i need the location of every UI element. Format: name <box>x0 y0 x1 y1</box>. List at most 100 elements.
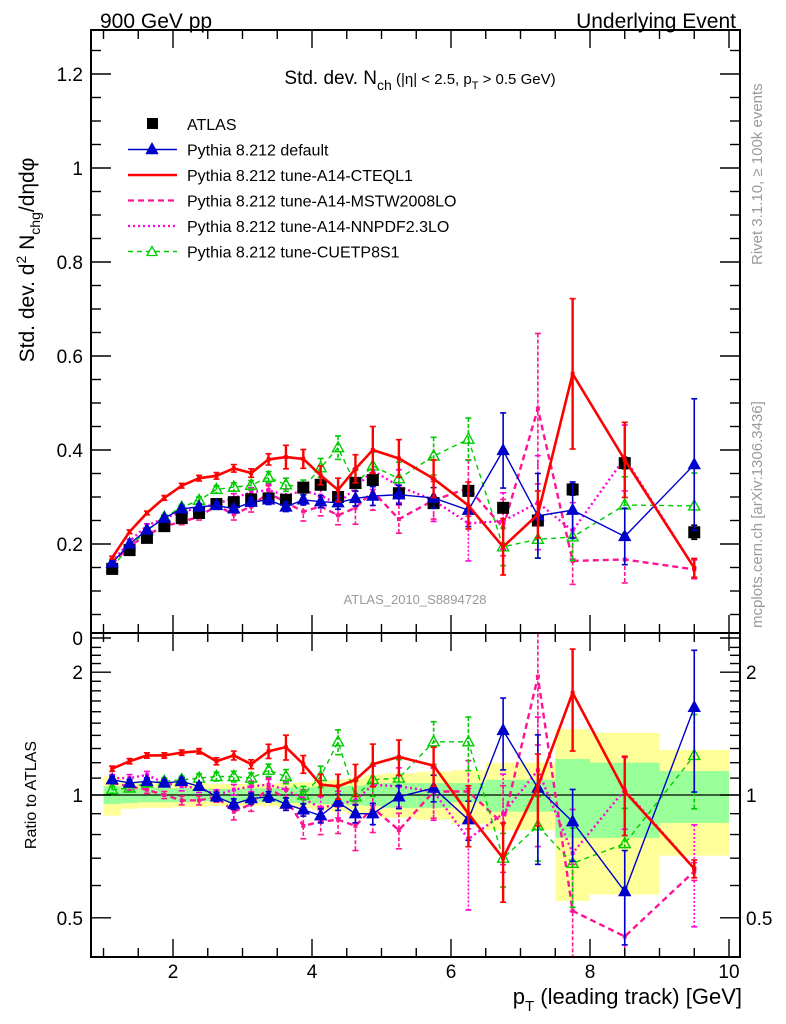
series-mstw <box>109 332 698 586</box>
data-point-mstw <box>353 505 358 510</box>
data-point-cuetp8s1 <box>426 734 441 747</box>
data-point-mstw <box>179 798 184 803</box>
data-point-default <box>157 775 171 788</box>
data-point-atlas <box>366 474 379 487</box>
legend-label: Pythia 8.212 tune-A14-CTEQL1 <box>187 168 413 185</box>
data-point-mstw <box>336 817 341 822</box>
ratio-y-tick-label-right: 2 <box>746 663 757 684</box>
data-point-default <box>331 794 345 807</box>
data-point-cteql1 <box>197 476 202 481</box>
y-tick-label: 1 <box>72 159 83 180</box>
series-line-cuetp8s1 <box>111 438 695 568</box>
data-point-cteql1 <box>622 457 627 462</box>
y-tick-label: 1.2 <box>57 65 83 86</box>
data-point-atlas <box>297 481 310 494</box>
data-point-cteql1 <box>214 759 219 764</box>
legend-label: Pythia 8.212 default <box>187 143 329 160</box>
data-point-default <box>244 494 258 507</box>
data-point-mstw <box>301 823 306 828</box>
data-point-default <box>314 808 328 821</box>
data-point-default <box>122 775 137 788</box>
data-point-cteql1 <box>249 762 254 767</box>
data-point-mstw <box>396 517 401 522</box>
ratio-y-tick-label-left: 0.5 <box>57 909 83 930</box>
x-tick-label: 8 <box>585 962 596 983</box>
data-point-cteql1 <box>179 750 184 755</box>
series-atlas <box>106 456 701 575</box>
data-point-default <box>244 791 258 804</box>
header-right: Underlying Event <box>576 10 736 33</box>
data-point-default <box>279 796 293 809</box>
data-point-cteql1 <box>396 754 401 759</box>
data-point-cteql1 <box>144 753 149 758</box>
x-tick-label: 6 <box>446 962 457 983</box>
data-point-cteql1 <box>283 745 288 750</box>
data-point-cuetp8s1 <box>244 477 258 490</box>
series-cteql1 <box>109 297 698 579</box>
data-point-cuetp8s1 <box>279 477 293 490</box>
data-point-cuetp8s1 <box>296 787 310 800</box>
legend-item-cuetp8s1: Pythia 8.212 tune-CUETP8S1 <box>128 245 400 262</box>
data-point-cuetp8s1 <box>565 855 580 869</box>
data-point-cteql1 <box>301 762 306 767</box>
series-cteql1 <box>109 648 698 904</box>
data-point-cteql1 <box>318 782 323 787</box>
data-point-mstw <box>231 809 236 814</box>
data-point-mstw <box>197 798 202 803</box>
ratio-ylabel: Ratio to ATLAS <box>23 741 40 849</box>
data-point-cteql1 <box>283 455 288 460</box>
data-point-default <box>209 789 224 802</box>
data-point-cteql1 <box>214 473 219 478</box>
data-point-default <box>565 502 580 515</box>
data-point-cteql1 <box>127 529 132 534</box>
data-point-cuetp8s1 <box>227 479 241 492</box>
x-tick-label: 2 <box>168 962 179 983</box>
data-point-cteql1 <box>535 512 540 517</box>
data-point-nnpdf <box>231 787 236 792</box>
data-point-cuetp8s1 <box>105 782 119 795</box>
data-point-cuetp8s1 <box>244 770 258 783</box>
data-point-mstw <box>336 513 341 518</box>
legend-label: Pythia 8.212 tune-A14-NNPDF2.3LO <box>187 219 449 236</box>
data-point-cteql1 <box>179 483 184 488</box>
data-point-default <box>618 884 632 897</box>
x-tick-label: 10 <box>718 962 739 983</box>
data-point-cteql1 <box>692 866 697 871</box>
series-line-cteql1 <box>111 689 696 870</box>
data-point-cteql1 <box>249 471 254 476</box>
series-line-nnpdf <box>112 767 696 870</box>
ratio-series <box>105 633 701 957</box>
legend-item-mstw: Pythia 8.212 tune-A14-MSTW2008LO <box>128 194 456 211</box>
data-point-default <box>227 796 241 809</box>
data-point-cteql1 <box>353 466 358 471</box>
data-point-default <box>392 789 406 802</box>
legend-label: Pythia 8.212 tune-CUETP8S1 <box>187 245 400 262</box>
data-point-cteql1 <box>570 371 575 376</box>
analysis-watermark: ATLAS_2010_S8894728 <box>344 592 487 607</box>
data-point-cuetp8s1 <box>392 770 406 783</box>
data-point-cteql1 <box>336 784 341 789</box>
data-point-cteql1 <box>110 555 115 560</box>
data-point-default <box>175 773 189 787</box>
data-point-default <box>348 490 363 504</box>
data-point-cteql1 <box>301 456 306 461</box>
header-left: 900 GeV pp <box>100 10 212 33</box>
data-point-cteql1 <box>127 759 132 764</box>
ratio-y-tick-label-left: 2 <box>72 663 83 684</box>
data-point-cuetp8s1 <box>261 762 276 775</box>
data-point-default <box>157 510 171 523</box>
data-point-nnpdf <box>266 487 271 492</box>
data-point-cteql1 <box>370 762 375 767</box>
data-point-mstw <box>231 512 236 517</box>
data-point-cuetp8s1 <box>209 769 224 782</box>
data-point-default <box>261 492 276 505</box>
ratio-y-tick-label-left: 1 <box>72 786 83 807</box>
data-point-atlas <box>193 506 206 519</box>
data-point-default <box>261 789 276 802</box>
data-point-default <box>618 529 632 542</box>
data-point-nnpdf <box>179 784 184 789</box>
data-point-default <box>227 501 241 514</box>
ratio-y-tick-label-right: 0.5 <box>746 909 772 930</box>
data-point-atlas <box>497 501 510 514</box>
